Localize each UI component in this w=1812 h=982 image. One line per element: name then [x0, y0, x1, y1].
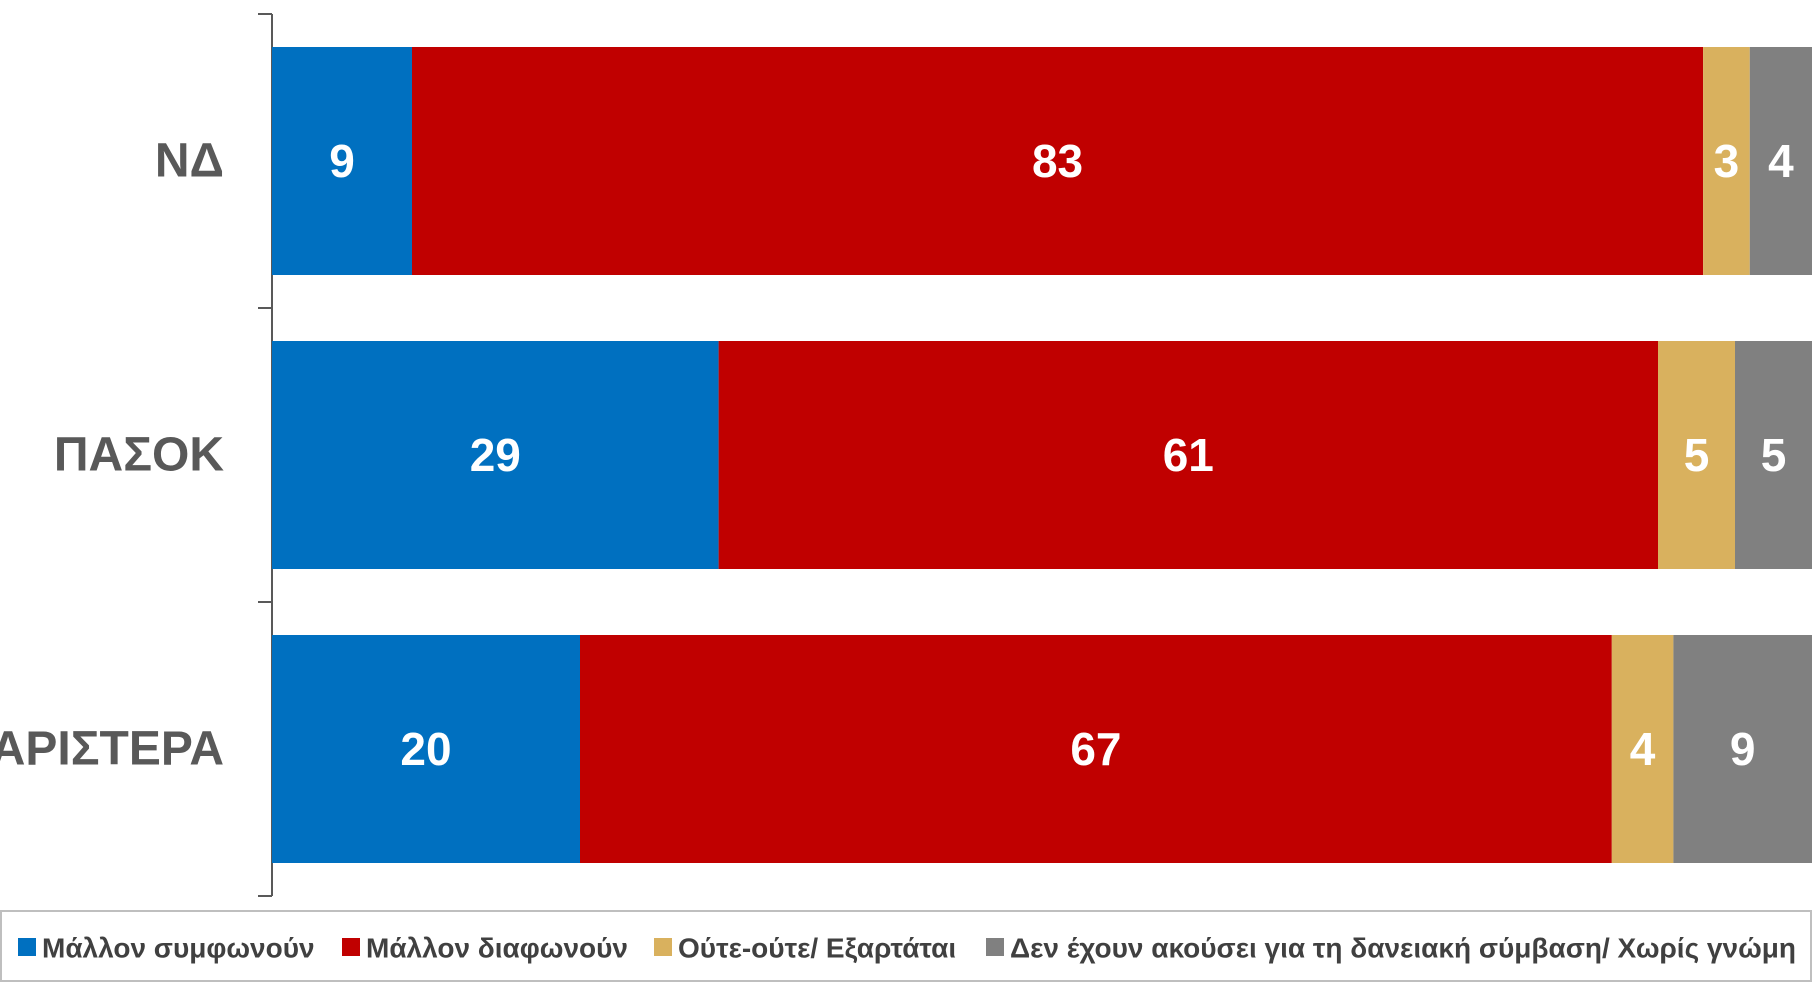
bar-segment	[1611, 635, 1674, 863]
bar-segment	[580, 635, 1612, 863]
data-label: 29	[470, 429, 521, 481]
legend-swatch	[342, 938, 360, 956]
legend-entry: Ούτε-ούτε/ Εξαρτάται	[678, 933, 956, 964]
bar-segment	[1749, 47, 1812, 275]
data-label: 4	[1768, 135, 1794, 187]
legend-entry: Δεν έχουν ακούσει για τη δανειακή σύμβασ…	[1010, 933, 1796, 964]
data-label: 67	[1070, 723, 1121, 775]
bar-segment	[272, 47, 412, 275]
legend-box	[0, 910, 1812, 982]
category-label: ΑΡΙΣΤΕΡΑ	[0, 723, 224, 776]
legend-swatch	[18, 938, 36, 956]
data-label: 5	[1684, 429, 1710, 481]
legend: Μάλλον συμφωνούν Μάλλον διαφωνούν Ούτε-ούτ…	[0, 910, 1812, 982]
data-label: 4	[1630, 723, 1656, 775]
bars	[272, 47, 1812, 863]
data-label: 61	[1163, 429, 1214, 481]
data-label: 9	[1730, 723, 1756, 775]
data-label: 83	[1032, 135, 1083, 187]
bar-segment	[272, 635, 580, 863]
data-label: 9	[329, 135, 355, 187]
bar-segment	[1735, 341, 1812, 569]
bar-segment	[412, 47, 1704, 275]
legend-swatch	[654, 938, 672, 956]
legend-swatch	[986, 938, 1004, 956]
legend-entry: Μάλλον συμφωνούν	[42, 933, 315, 964]
category-label: ΝΔ	[155, 135, 224, 188]
data-label: 20	[400, 723, 451, 775]
bar-segment	[272, 341, 719, 569]
legend-entry: Μάλλον διαφωνούν	[366, 933, 628, 964]
bar-segment	[1658, 341, 1735, 569]
data-label: 5	[1761, 429, 1787, 481]
bar-segment	[718, 341, 1658, 569]
category-axis: ΝΔ ΠΑΣΟΚ ΑΡΙΣΤΕΡΑ	[0, 13, 273, 897]
data-label: 3	[1714, 135, 1740, 187]
category-label: ΠΑΣΟΚ	[54, 429, 224, 482]
bar-segment	[1703, 47, 1750, 275]
bar-segment	[1673, 635, 1812, 863]
data-labels: 9 83 3 429 61 5 520 67 4 9	[329, 135, 1794, 775]
